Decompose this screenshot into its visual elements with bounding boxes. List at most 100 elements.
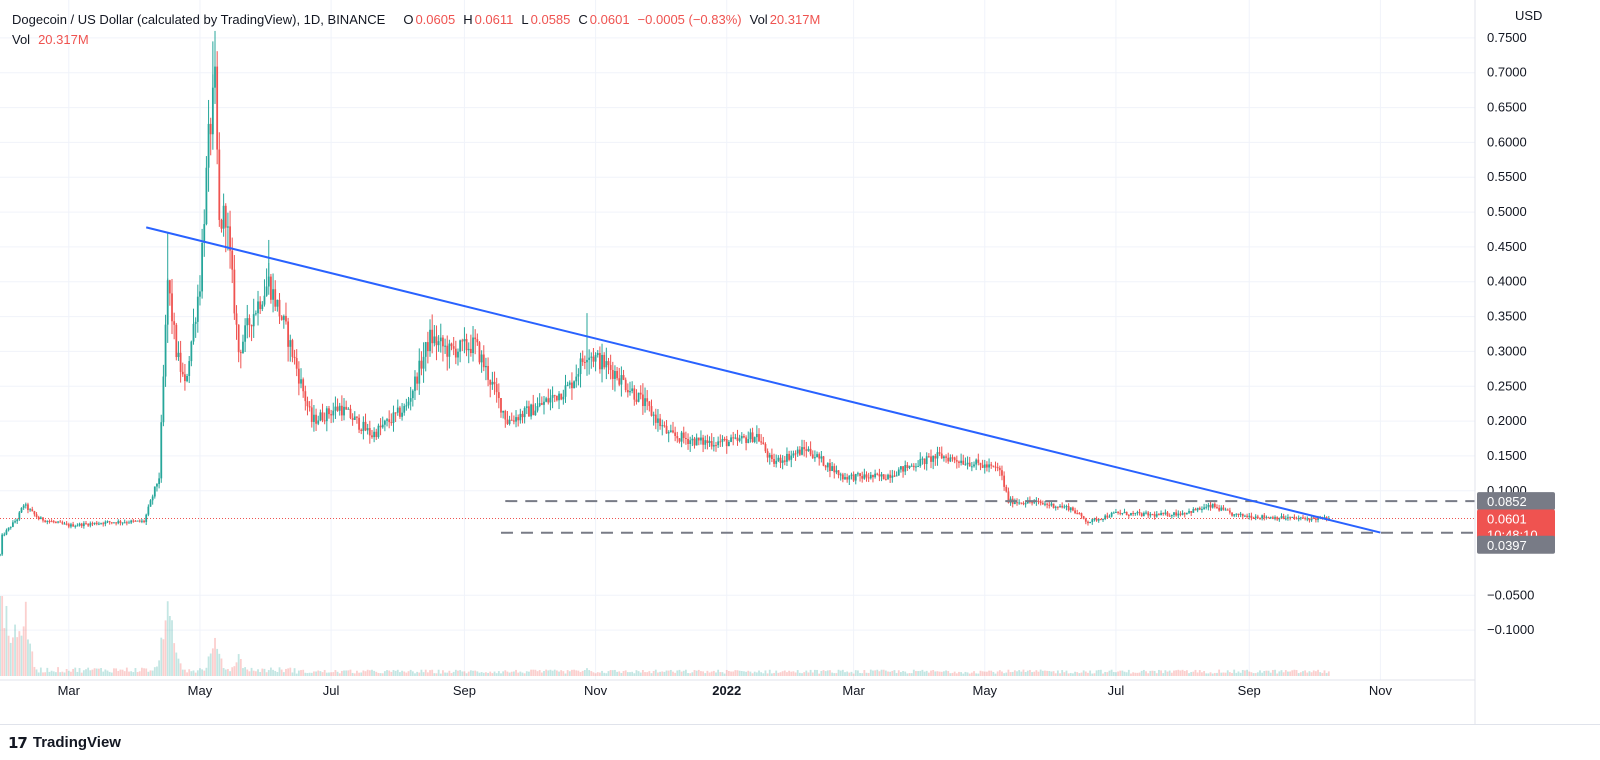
volume-bar	[239, 659, 242, 676]
candle-body	[734, 437, 737, 439]
volume-bar	[495, 673, 498, 676]
candle-body	[943, 456, 945, 459]
volume-bar	[807, 672, 810, 676]
candle-body	[755, 433, 758, 438]
volume-bar	[44, 672, 47, 676]
candle-body	[977, 459, 980, 463]
volume-bar	[844, 672, 846, 676]
time-axis[interactable]: Mar May Jul Sep Nov 2022 Mar May Jul Sep Nov	[58, 683, 1393, 698]
volume-bar	[375, 671, 378, 676]
volume-bar	[925, 670, 928, 676]
volume-bar	[910, 673, 913, 676]
candle-body	[938, 452, 941, 454]
volume-bar	[966, 672, 969, 676]
volume-bar	[1044, 670, 1046, 676]
candle-body	[1127, 514, 1130, 516]
volume-bar	[1059, 673, 1061, 676]
volume-bar	[1026, 670, 1029, 676]
symbol-title[interactable]: Dogecoin / US Dollar (calculated by Trad…	[12, 12, 386, 27]
candle-body	[383, 420, 386, 425]
volume-bar	[1192, 671, 1195, 676]
candle-body	[289, 340, 292, 347]
candle-body	[381, 424, 384, 428]
candle-body	[740, 436, 743, 439]
candle-body	[190, 341, 193, 362]
volume-bar	[1213, 672, 1216, 676]
candle-body	[650, 406, 653, 416]
candle-body	[1302, 517, 1304, 519]
candle-body	[1119, 512, 1122, 514]
volume-bar	[536, 671, 539, 676]
candle-body	[141, 520, 143, 522]
candle-body	[1044, 503, 1046, 505]
candle-body	[743, 436, 745, 438]
price-chart[interactable]: −0.1000−0.05000.10000.15000.20000.25000.…	[0, 0, 1600, 724]
volume-bar	[577, 670, 580, 676]
volume-bar	[405, 672, 408, 676]
candle-body	[930, 456, 932, 462]
candle-body	[775, 460, 778, 464]
price-axis[interactable]: −0.1000−0.05000.10000.15000.20000.25000.…	[1487, 30, 1534, 637]
candle-body	[411, 390, 414, 399]
candle-body	[893, 475, 896, 477]
volume-bar	[95, 668, 98, 676]
descending-trendline[interactable]	[145, 226, 1381, 534]
volume-bar	[598, 672, 601, 676]
candles	[0, 30, 1330, 557]
volume-bar	[416, 671, 419, 676]
volume-bar	[1291, 670, 1294, 676]
candle-body	[1265, 517, 1268, 519]
volume-bar	[128, 671, 130, 676]
candle-body	[629, 391, 631, 393]
trendline[interactable]	[145, 226, 1381, 534]
candle-body	[564, 385, 567, 397]
volume-bar	[317, 670, 320, 676]
price-tick-label: 0.4000	[1487, 274, 1527, 289]
candle-body	[878, 474, 881, 477]
volume-bar	[794, 672, 797, 676]
candle-body	[457, 351, 459, 358]
candle-body	[469, 348, 472, 354]
volume-bar	[829, 670, 831, 676]
candle-body	[1136, 512, 1139, 514]
volume-bar	[979, 670, 982, 676]
candle-body	[867, 477, 870, 479]
volume-bar	[493, 671, 496, 676]
candle-body	[760, 441, 763, 443]
currency-label[interactable]: USD	[1515, 8, 1543, 23]
candle-body	[1007, 491, 1010, 503]
candle-body	[652, 414, 655, 416]
support-resistance-levels[interactable]	[0, 500, 1475, 534]
volume-bar	[1299, 672, 1302, 676]
volume-bar	[693, 670, 696, 676]
candle-body	[1175, 512, 1178, 516]
candle-body	[850, 474, 853, 476]
candle-body	[70, 524, 72, 527]
volume-bar	[125, 667, 128, 676]
candle-body	[310, 407, 313, 422]
volume-bar	[560, 670, 563, 676]
candle-body	[340, 405, 343, 416]
candle-body	[1158, 514, 1160, 516]
volume-bar	[730, 671, 732, 676]
volume-bar	[1084, 671, 1087, 676]
candle-body	[254, 313, 257, 315]
volume-bar	[988, 670, 990, 676]
tradingview-brand[interactable]: 17 TradingView	[8, 734, 121, 752]
volume-bar	[280, 669, 283, 676]
volume-bar	[882, 669, 885, 676]
volume-bar	[781, 671, 784, 676]
volume-bar	[581, 670, 584, 676]
volume-bar	[336, 671, 339, 676]
volume-bar	[562, 671, 565, 676]
candle-body	[1016, 502, 1018, 504]
volume-bar	[1267, 670, 1270, 676]
volume-bar	[917, 671, 920, 676]
candle-body	[229, 226, 231, 251]
volume-bar	[108, 671, 111, 676]
candle-body	[276, 299, 279, 307]
candle-body	[506, 419, 509, 424]
volume-bar	[463, 671, 466, 676]
volume-bar	[1302, 671, 1304, 676]
candle-body	[87, 523, 90, 526]
